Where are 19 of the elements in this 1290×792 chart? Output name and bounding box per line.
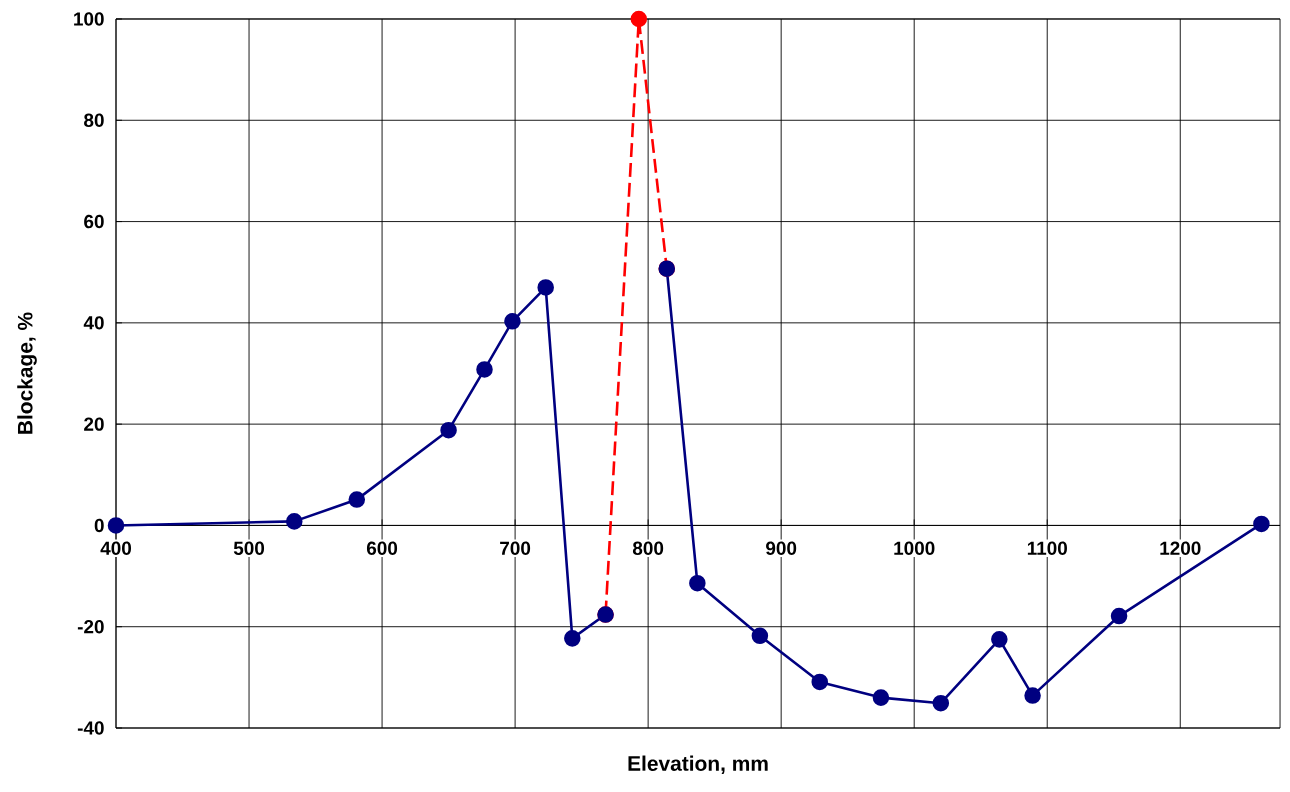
y-axis-title: Blockage, %	[17, 312, 37, 434]
y-tick-label: 40	[83, 316, 104, 330]
x-tick-label: 1200	[1160, 541, 1201, 555]
x-tick-label: 800	[632, 541, 664, 555]
y-tick-label: 0	[94, 518, 104, 533]
y-tick-label: -40	[77, 721, 104, 735]
x-tick-label: 1100	[1027, 541, 1067, 555]
y-tick-label: 100	[74, 12, 104, 26]
x-tick-label: 600	[366, 541, 398, 555]
y-tick-label: -20	[77, 620, 104, 634]
y-tick-label: 80	[84, 113, 104, 127]
x-tick-label: 900	[766, 541, 797, 555]
x-tick-label: 500	[233, 541, 265, 555]
y-tick-label: 20	[84, 417, 104, 431]
x-tick-label: 400	[100, 541, 132, 555]
x-axis-title: Elevation, mm	[628, 755, 768, 774]
x-tick-label: 700	[500, 541, 531, 555]
y-tick-label: 60	[84, 214, 104, 229]
x-tick-label: 1000	[894, 541, 935, 555]
